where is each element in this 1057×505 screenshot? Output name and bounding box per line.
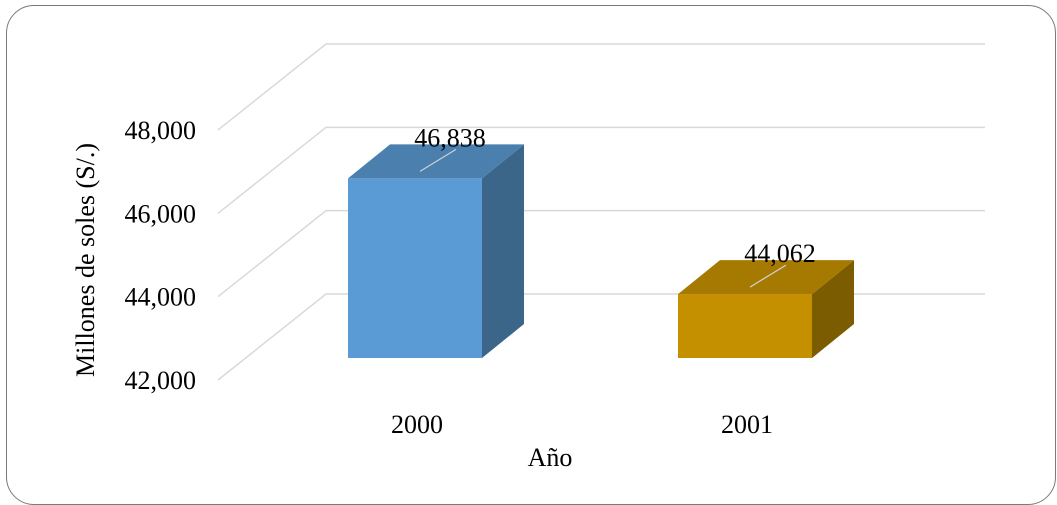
y-tick-label: 44,000 [125, 283, 197, 312]
x-tick-label: 2000 [391, 410, 443, 439]
chart-frame [6, 5, 1056, 505]
bar-front-2001 [678, 294, 812, 358]
y-tick-label: 42,000 [125, 366, 197, 395]
data-label: 44,062 [744, 239, 816, 268]
y-tick-labels: 42,000 44,000 46,000 48,000 [125, 116, 197, 395]
x-tick-label: 2001 [721, 410, 773, 439]
gridline [217, 43, 985, 131]
leader-line [749, 264, 787, 288]
data-labels: 46,838 44,062 [414, 123, 816, 268]
bar-chart: 42,000 44,000 46,000 48,000 2000 2001 46,838… [71, 43, 985, 472]
gridline [217, 126, 985, 214]
x-tick-labels: 2000 2001 [391, 410, 773, 439]
bar-side-2001 [812, 260, 854, 358]
y-tick-label: 48,000 [125, 116, 197, 145]
leader-line [419, 148, 457, 172]
bar-side-2000 [482, 144, 524, 358]
gridline [217, 209, 985, 298]
bars [348, 144, 854, 358]
bar-front-2000 [348, 178, 482, 358]
x-axis-label: Año [528, 443, 573, 472]
leader-lines [419, 148, 787, 288]
grid-lines [217, 43, 985, 381]
y-tick-label: 46,000 [125, 199, 197, 228]
data-label: 46,838 [414, 123, 486, 152]
gridline [217, 293, 985, 381]
y-axis-label: Millones de soles (S/.) [71, 143, 100, 377]
